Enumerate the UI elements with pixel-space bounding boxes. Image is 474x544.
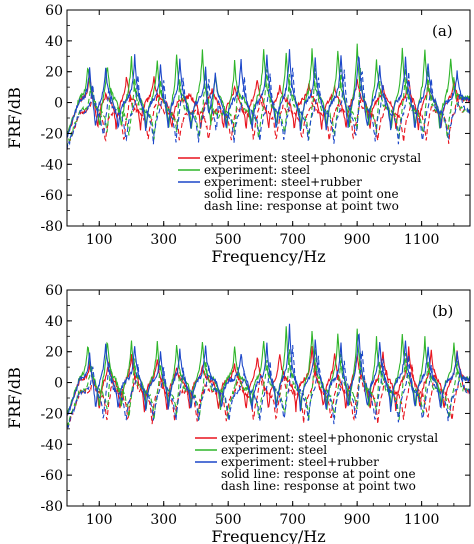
legend-entry: solid line: response at point one — [221, 467, 416, 481]
y-tick-label: 40 — [45, 34, 63, 50]
y-tick-label: 60 — [45, 283, 63, 299]
chart-panel-a: -80 -60 -40 -20 0 20 40 60 100 300 500 700 900 1100 Fr… — [5, 3, 471, 266]
series-green-point-two — [67, 67, 470, 149]
y-tick-label: -60 — [40, 468, 63, 484]
legend: experiment: steel+phononic crystalexperi… — [178, 151, 421, 213]
series-green-point-one — [67, 326, 470, 415]
series-blue-point-two — [67, 344, 470, 429]
series-blue-point-one — [67, 49, 470, 138]
panel-label: (b) — [432, 302, 453, 320]
y-tick-label: -80 — [40, 499, 63, 515]
x-axis-title: Frequency/Hz — [211, 247, 325, 266]
series-red-point-one — [67, 75, 470, 138]
legend-entry: experiment: steel+rubber — [204, 175, 362, 189]
legend-entry: solid line: response at point one — [204, 187, 399, 201]
x-tick-label: 900 — [344, 232, 371, 248]
y-tick-label: -80 — [40, 219, 63, 235]
y-axis-title: FRF/dB — [5, 87, 24, 149]
y-tick-label: 20 — [45, 345, 63, 361]
x-tick-label: 700 — [279, 232, 306, 248]
x-tick-label: 300 — [150, 232, 177, 248]
x-tick-label: 100 — [86, 512, 113, 528]
legend-entry: dash line: response at point two — [221, 479, 416, 493]
y-tick-label: -60 — [40, 188, 63, 204]
x-axis-title: Frequency/Hz — [211, 527, 325, 544]
legend: experiment: steel+phononic crystalexperi… — [195, 431, 438, 493]
legend-entry: experiment: steel+phononic crystal — [204, 151, 421, 165]
legend-entry: experiment: steel+phononic crystal — [221, 431, 438, 445]
legend-entry: experiment: steel+rubber — [221, 455, 379, 469]
y-tick-label: -40 — [40, 157, 63, 173]
series-blue-point-two — [67, 67, 470, 150]
legend-entry: experiment: steel — [221, 443, 327, 457]
y-tick-label: -40 — [40, 437, 63, 453]
x-tick-label: 100 — [86, 232, 113, 248]
y-tick-label: 40 — [45, 314, 63, 330]
series-blue-point-one — [67, 323, 470, 416]
curves-group — [67, 323, 470, 429]
y-tick-label: -20 — [40, 126, 63, 142]
y-tick-label: -20 — [40, 406, 63, 422]
x-tick-label: 1100 — [404, 232, 440, 248]
x-tick-label: 900 — [344, 512, 371, 528]
y-tick-label: 0 — [54, 96, 63, 112]
x-tick-label: 500 — [215, 232, 242, 248]
y-tick-label: 0 — [54, 376, 63, 392]
x-tick-label: 700 — [279, 512, 306, 528]
panel-label: (a) — [432, 22, 453, 40]
x-tick-label: 500 — [215, 512, 242, 528]
series-red-point-two — [67, 89, 470, 151]
y-axis-title: FRF/dB — [5, 367, 24, 429]
legend-entry: experiment: steel — [204, 163, 310, 177]
chart-panel-b: -80 -60 -40 -20 0 20 40 60 100 300 500 700 900 1100 Fr… — [5, 283, 471, 544]
curves-group — [67, 43, 470, 151]
x-tick-label: 300 — [150, 512, 177, 528]
y-tick-label: 60 — [45, 3, 63, 19]
x-tick-label: 1100 — [404, 512, 440, 528]
legend-entry: dash line: response at point two — [204, 199, 399, 213]
y-tick-label: 20 — [45, 65, 63, 81]
